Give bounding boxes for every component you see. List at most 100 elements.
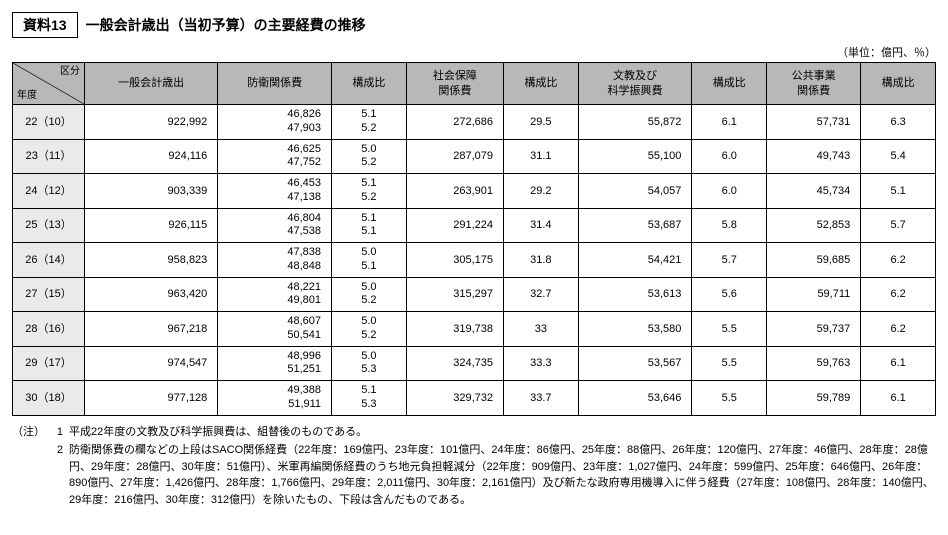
cell: 55,872 [578, 105, 692, 140]
cell: 33.7 [504, 381, 579, 416]
cell: 48,99651,251 [218, 346, 332, 381]
table-row: 24（12）903,33946,45347,1385.15.2263,90129… [13, 174, 936, 209]
cell: 46,82647,903 [218, 105, 332, 140]
cell: 31.8 [504, 243, 579, 278]
cell: 926,115 [85, 208, 218, 243]
cell: 5.4 [861, 139, 936, 174]
cell: 5.1 [861, 174, 936, 209]
col-header: 文教及び 科学振興費 [578, 63, 692, 105]
table-row: 23（11）924,11646,62547,7525.05.2287,07931… [13, 139, 936, 174]
note-item: 2防衛関係費の欄などの上段はSACO関係経費（22年度：169億円、23年度：1… [51, 442, 936, 508]
cell: 29.5 [504, 105, 579, 140]
cell: 53,613 [578, 277, 692, 312]
cell: 49,38851,911 [218, 381, 332, 416]
table-header-row: 区分 年度 一般会計歳出 防衛関係費 構成比 社会保障 関係費 構成比 文教及び… [13, 63, 936, 105]
cell: 6.1 [861, 381, 936, 416]
cell: 5.05.2 [332, 139, 407, 174]
cell: 57,731 [767, 105, 861, 140]
cell: 924,116 [85, 139, 218, 174]
cell: 5.7 [692, 243, 767, 278]
cell: 287,079 [406, 139, 503, 174]
cell: 47,83848,848 [218, 243, 332, 278]
col-header: 構成比 [861, 63, 936, 105]
cell: 6.1 [692, 105, 767, 140]
table-row: 27（15）963,42048,22149,8015.05.2315,29732… [13, 277, 936, 312]
table-row: 26（14）958,82347,83848,8485.05.1305,17531… [13, 243, 936, 278]
cell: 6.3 [861, 105, 936, 140]
cell: 5.8 [692, 208, 767, 243]
unit-label: （単位：億円、％） [12, 44, 936, 60]
title-row: 資料13 一般会計歳出（当初予算）の主要経費の推移 [12, 12, 936, 38]
cell: 54,421 [578, 243, 692, 278]
cell: 5.15.3 [332, 381, 407, 416]
cell: 29.2 [504, 174, 579, 209]
cell: 53,580 [578, 312, 692, 347]
cell: 53,687 [578, 208, 692, 243]
col-header: 公共事業 関係費 [767, 63, 861, 105]
cell: 48,22149,801 [218, 277, 332, 312]
cell: 59,789 [767, 381, 861, 416]
cell: 46,45347,138 [218, 174, 332, 209]
cell: 263,901 [406, 174, 503, 209]
cell: 31.4 [504, 208, 579, 243]
table-row: 29（17）974,54748,99651,2515.05.3324,73533… [13, 346, 936, 381]
cell: 5.05.2 [332, 312, 407, 347]
cell: 33.3 [504, 346, 579, 381]
cell: 52,853 [767, 208, 861, 243]
col-header: 構成比 [692, 63, 767, 105]
year-cell: 28（16） [13, 312, 85, 347]
cell: 6.2 [861, 277, 936, 312]
year-cell: 29（17） [13, 346, 85, 381]
col-header: 社会保障 関係費 [406, 63, 503, 105]
year-cell: 30（18） [13, 381, 85, 416]
year-cell: 22（10） [13, 105, 85, 140]
cell: 5.15.2 [332, 174, 407, 209]
cell: 963,420 [85, 277, 218, 312]
cell: 59,737 [767, 312, 861, 347]
cell: 32.7 [504, 277, 579, 312]
cell: 977,128 [85, 381, 218, 416]
cell: 5.5 [692, 312, 767, 347]
col-header: 一般会計歳出 [85, 63, 218, 105]
cell: 5.5 [692, 381, 767, 416]
cell: 6.1 [861, 346, 936, 381]
cell: 922,992 [85, 105, 218, 140]
title-text: 一般会計歳出（当初予算）の主要経費の推移 [86, 15, 366, 35]
cell: 53,567 [578, 346, 692, 381]
cell: 5.5 [692, 346, 767, 381]
cell: 46,62547,752 [218, 139, 332, 174]
cell: 305,175 [406, 243, 503, 278]
table-row: 30（18）977,12849,38851,9115.15.3329,73233… [13, 381, 936, 416]
year-cell: 25（13） [13, 208, 85, 243]
corner-top-label: 区分 [60, 65, 80, 78]
cell: 5.15.1 [332, 208, 407, 243]
year-cell: 24（12） [13, 174, 85, 209]
note-number: 2 [51, 442, 69, 508]
cell: 315,297 [406, 277, 503, 312]
budget-table: 区分 年度 一般会計歳出 防衛関係費 構成比 社会保障 関係費 構成比 文教及び… [12, 62, 936, 416]
corner-bottom-label: 年度 [17, 89, 37, 102]
cell: 6.2 [861, 243, 936, 278]
cell: 5.05.2 [332, 277, 407, 312]
col-header: 防衛関係費 [218, 63, 332, 105]
cell: 31.1 [504, 139, 579, 174]
cell: 6.2 [861, 312, 936, 347]
cell: 59,711 [767, 277, 861, 312]
cell: 54,057 [578, 174, 692, 209]
corner-cell: 区分 年度 [13, 63, 85, 105]
cell: 329,732 [406, 381, 503, 416]
cell: 6.0 [692, 174, 767, 209]
note-item: 1平成22年度の文教及び科学振興費は、組替後のものである。 [51, 424, 936, 441]
cell: 967,218 [85, 312, 218, 347]
cell: 958,823 [85, 243, 218, 278]
cell: 46,80447,538 [218, 208, 332, 243]
cell: 5.15.2 [332, 105, 407, 140]
notes-label: （注） [12, 424, 51, 511]
cell: 59,685 [767, 243, 861, 278]
col-header: 構成比 [504, 63, 579, 105]
cell: 48,60750,541 [218, 312, 332, 347]
table-body: 22（10）922,99246,82647,9035.15.2272,68629… [13, 105, 936, 416]
cell: 291,224 [406, 208, 503, 243]
cell: 55,100 [578, 139, 692, 174]
cell: 33 [504, 312, 579, 347]
